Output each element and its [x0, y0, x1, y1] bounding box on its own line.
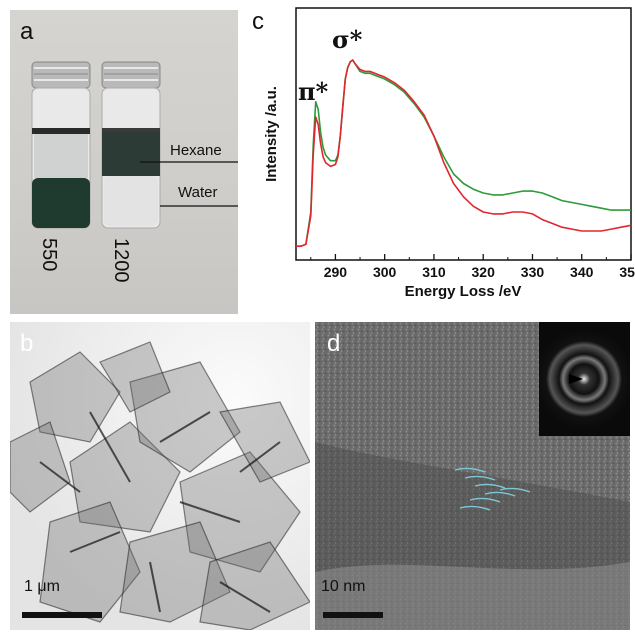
panel-a-photo: a 550 1200 — [10, 10, 238, 314]
x-axis-ticks: 290 300 310 320 330 340 350 — [311, 254, 635, 280]
panel-a-letter: a — [20, 18, 33, 46]
panel-c-chart: 290 300 310 320 330 340 350 Energy Loss /eV In… — [240, 0, 635, 322]
x-tick-label-340: 340 — [570, 264, 594, 280]
scale-bar-1um — [22, 612, 102, 618]
panel-d-hrtem-image: d 10 nm — [315, 322, 630, 630]
x-tick-label-330: 330 — [521, 264, 545, 280]
x-tick-label-350: 350 — [619, 264, 635, 280]
x-axis-title: Energy Loss /eV — [405, 283, 522, 300]
x-tick-label-310: 310 — [422, 264, 446, 280]
diffraction-inset — [539, 322, 630, 436]
annotation-sigma-star: σ* — [332, 25, 363, 54]
diffraction-pattern — [539, 322, 630, 436]
sample-label-1200: 1200 — [109, 238, 132, 283]
series-line-green — [296, 60, 631, 246]
callout-water: Water — [178, 184, 217, 201]
series-layer — [296, 60, 631, 246]
series-line-red — [296, 60, 631, 246]
panel-b-tem-image: b 1 μm — [10, 322, 310, 630]
x-tick-label-300: 300 — [373, 264, 397, 280]
y-axis-title: Intensity /a.u. — [263, 86, 280, 182]
x-tick-label-320: 320 — [472, 264, 496, 280]
panel-c-letter: c — [252, 8, 264, 36]
panel-b-letter: b — [20, 330, 33, 358]
scale-bar-10nm — [323, 612, 383, 618]
scale-bar-label-b: 1 μm — [24, 578, 60, 596]
panel-d-letter: d — [327, 330, 340, 358]
sample-label-550: 550 — [37, 238, 60, 271]
vial-1200 — [102, 62, 160, 228]
callout-hexane: Hexane — [170, 142, 222, 159]
annotation-pi-star: π* — [298, 77, 329, 106]
eels-chart: 290 300 310 320 330 340 350 Energy Loss /eV In… — [240, 0, 635, 322]
scale-bar-label-d: 10 nm — [321, 578, 365, 596]
x-tick-label-290: 290 — [324, 264, 348, 280]
vial-550 — [32, 62, 90, 228]
